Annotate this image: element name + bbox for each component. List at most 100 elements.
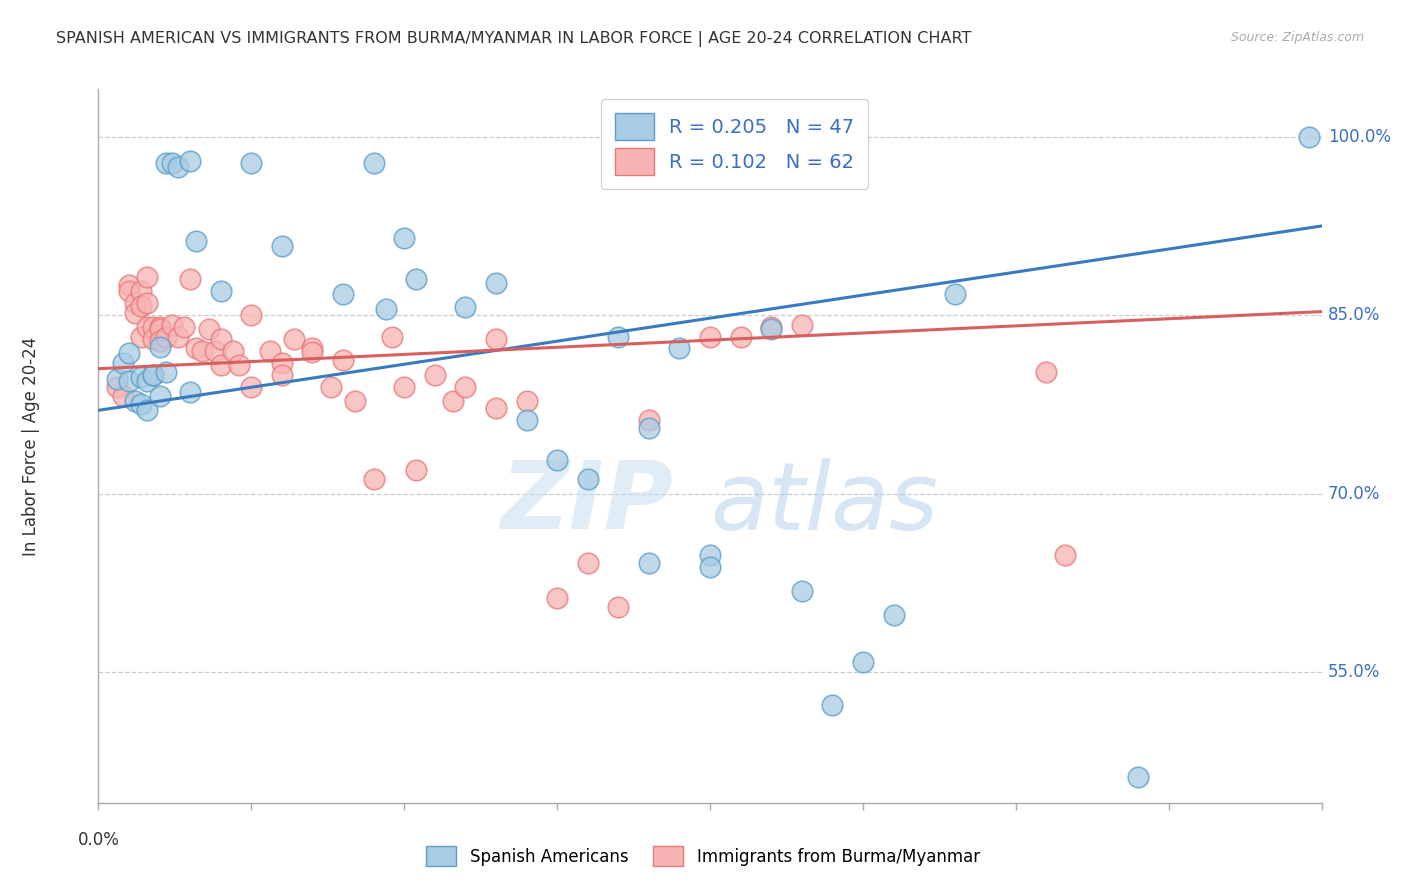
- Point: [129, 397, 152, 411]
- Point: [118, 346, 141, 360]
- Point: [149, 320, 172, 334]
- Text: ZIP: ZIP: [501, 457, 673, 549]
- Point: [149, 334, 172, 349]
- Point: [405, 272, 427, 286]
- Point: [1128, 770, 1150, 784]
- Point: [730, 329, 752, 343]
- Point: [637, 413, 661, 427]
- Point: [129, 285, 152, 299]
- Point: [136, 270, 159, 285]
- Point: [852, 656, 875, 670]
- Point: [179, 385, 201, 400]
- Text: 55.0%: 55.0%: [1327, 663, 1381, 681]
- Point: [124, 306, 146, 320]
- Point: [344, 393, 367, 408]
- Legend: R = 0.205   N = 47, R = 0.102   N = 62: R = 0.205 N = 47, R = 0.102 N = 62: [602, 99, 868, 189]
- Point: [637, 421, 661, 435]
- Point: [363, 156, 385, 170]
- Point: [118, 374, 141, 388]
- Point: [124, 393, 146, 408]
- Point: [186, 342, 208, 356]
- Point: [485, 276, 508, 290]
- Point: [668, 153, 690, 168]
- Point: [485, 332, 508, 346]
- Point: [173, 320, 195, 334]
- Point: [136, 403, 159, 417]
- Point: [136, 374, 159, 388]
- Point: [441, 393, 464, 408]
- Point: [332, 353, 354, 368]
- Point: [136, 296, 159, 310]
- Point: [423, 368, 446, 382]
- Text: 85.0%: 85.0%: [1327, 306, 1381, 324]
- Point: [118, 278, 141, 293]
- Point: [105, 379, 128, 393]
- Point: [1298, 129, 1320, 144]
- Point: [179, 272, 201, 286]
- Point: [283, 332, 305, 346]
- Point: [142, 368, 165, 382]
- Point: [105, 372, 128, 386]
- Point: [790, 318, 813, 332]
- Point: [149, 340, 172, 354]
- Point: [155, 156, 177, 170]
- Point: [179, 153, 201, 168]
- Point: [405, 463, 427, 477]
- Text: 100.0%: 100.0%: [1327, 128, 1391, 145]
- Point: [637, 556, 661, 570]
- Point: [301, 342, 323, 356]
- Point: [129, 299, 152, 313]
- Point: [240, 156, 263, 170]
- Point: [883, 607, 905, 622]
- Point: [576, 556, 599, 570]
- Point: [240, 379, 263, 393]
- Point: [454, 300, 477, 314]
- Point: [943, 286, 966, 301]
- Point: [209, 332, 232, 346]
- Point: [142, 320, 165, 334]
- Point: [576, 472, 599, 486]
- Point: [197, 322, 219, 336]
- Point: [111, 356, 134, 370]
- Point: [129, 370, 152, 384]
- Point: [516, 413, 538, 427]
- Point: [124, 296, 146, 310]
- Point: [759, 320, 782, 334]
- Point: [129, 329, 152, 343]
- Point: [142, 368, 165, 382]
- Point: [136, 320, 159, 334]
- Point: [607, 599, 630, 614]
- Point: [228, 358, 250, 372]
- Text: Source: ZipAtlas.com: Source: ZipAtlas.com: [1230, 31, 1364, 45]
- Point: [167, 160, 190, 174]
- Point: [111, 389, 134, 403]
- Text: atlas: atlas: [710, 458, 938, 549]
- Text: 70.0%: 70.0%: [1327, 484, 1381, 502]
- Point: [790, 584, 813, 599]
- Point: [699, 329, 721, 343]
- Point: [546, 591, 568, 606]
- Point: [149, 389, 172, 403]
- Point: [319, 379, 342, 393]
- Point: [209, 285, 232, 299]
- Point: [454, 379, 477, 393]
- Point: [301, 345, 323, 359]
- Point: [485, 401, 508, 415]
- Point: [149, 322, 172, 336]
- Point: [392, 379, 416, 393]
- Point: [186, 235, 208, 249]
- Point: [699, 549, 721, 563]
- Point: [160, 318, 183, 332]
- Text: 0.0%: 0.0%: [77, 831, 120, 849]
- Point: [363, 472, 385, 486]
- Point: [167, 329, 190, 343]
- Text: In Labor Force | Age 20-24: In Labor Force | Age 20-24: [22, 336, 41, 556]
- Point: [204, 343, 226, 358]
- Point: [209, 358, 232, 372]
- Point: [270, 356, 292, 370]
- Point: [142, 332, 165, 346]
- Point: [392, 231, 416, 245]
- Point: [191, 343, 214, 358]
- Point: [118, 285, 141, 299]
- Point: [381, 329, 404, 343]
